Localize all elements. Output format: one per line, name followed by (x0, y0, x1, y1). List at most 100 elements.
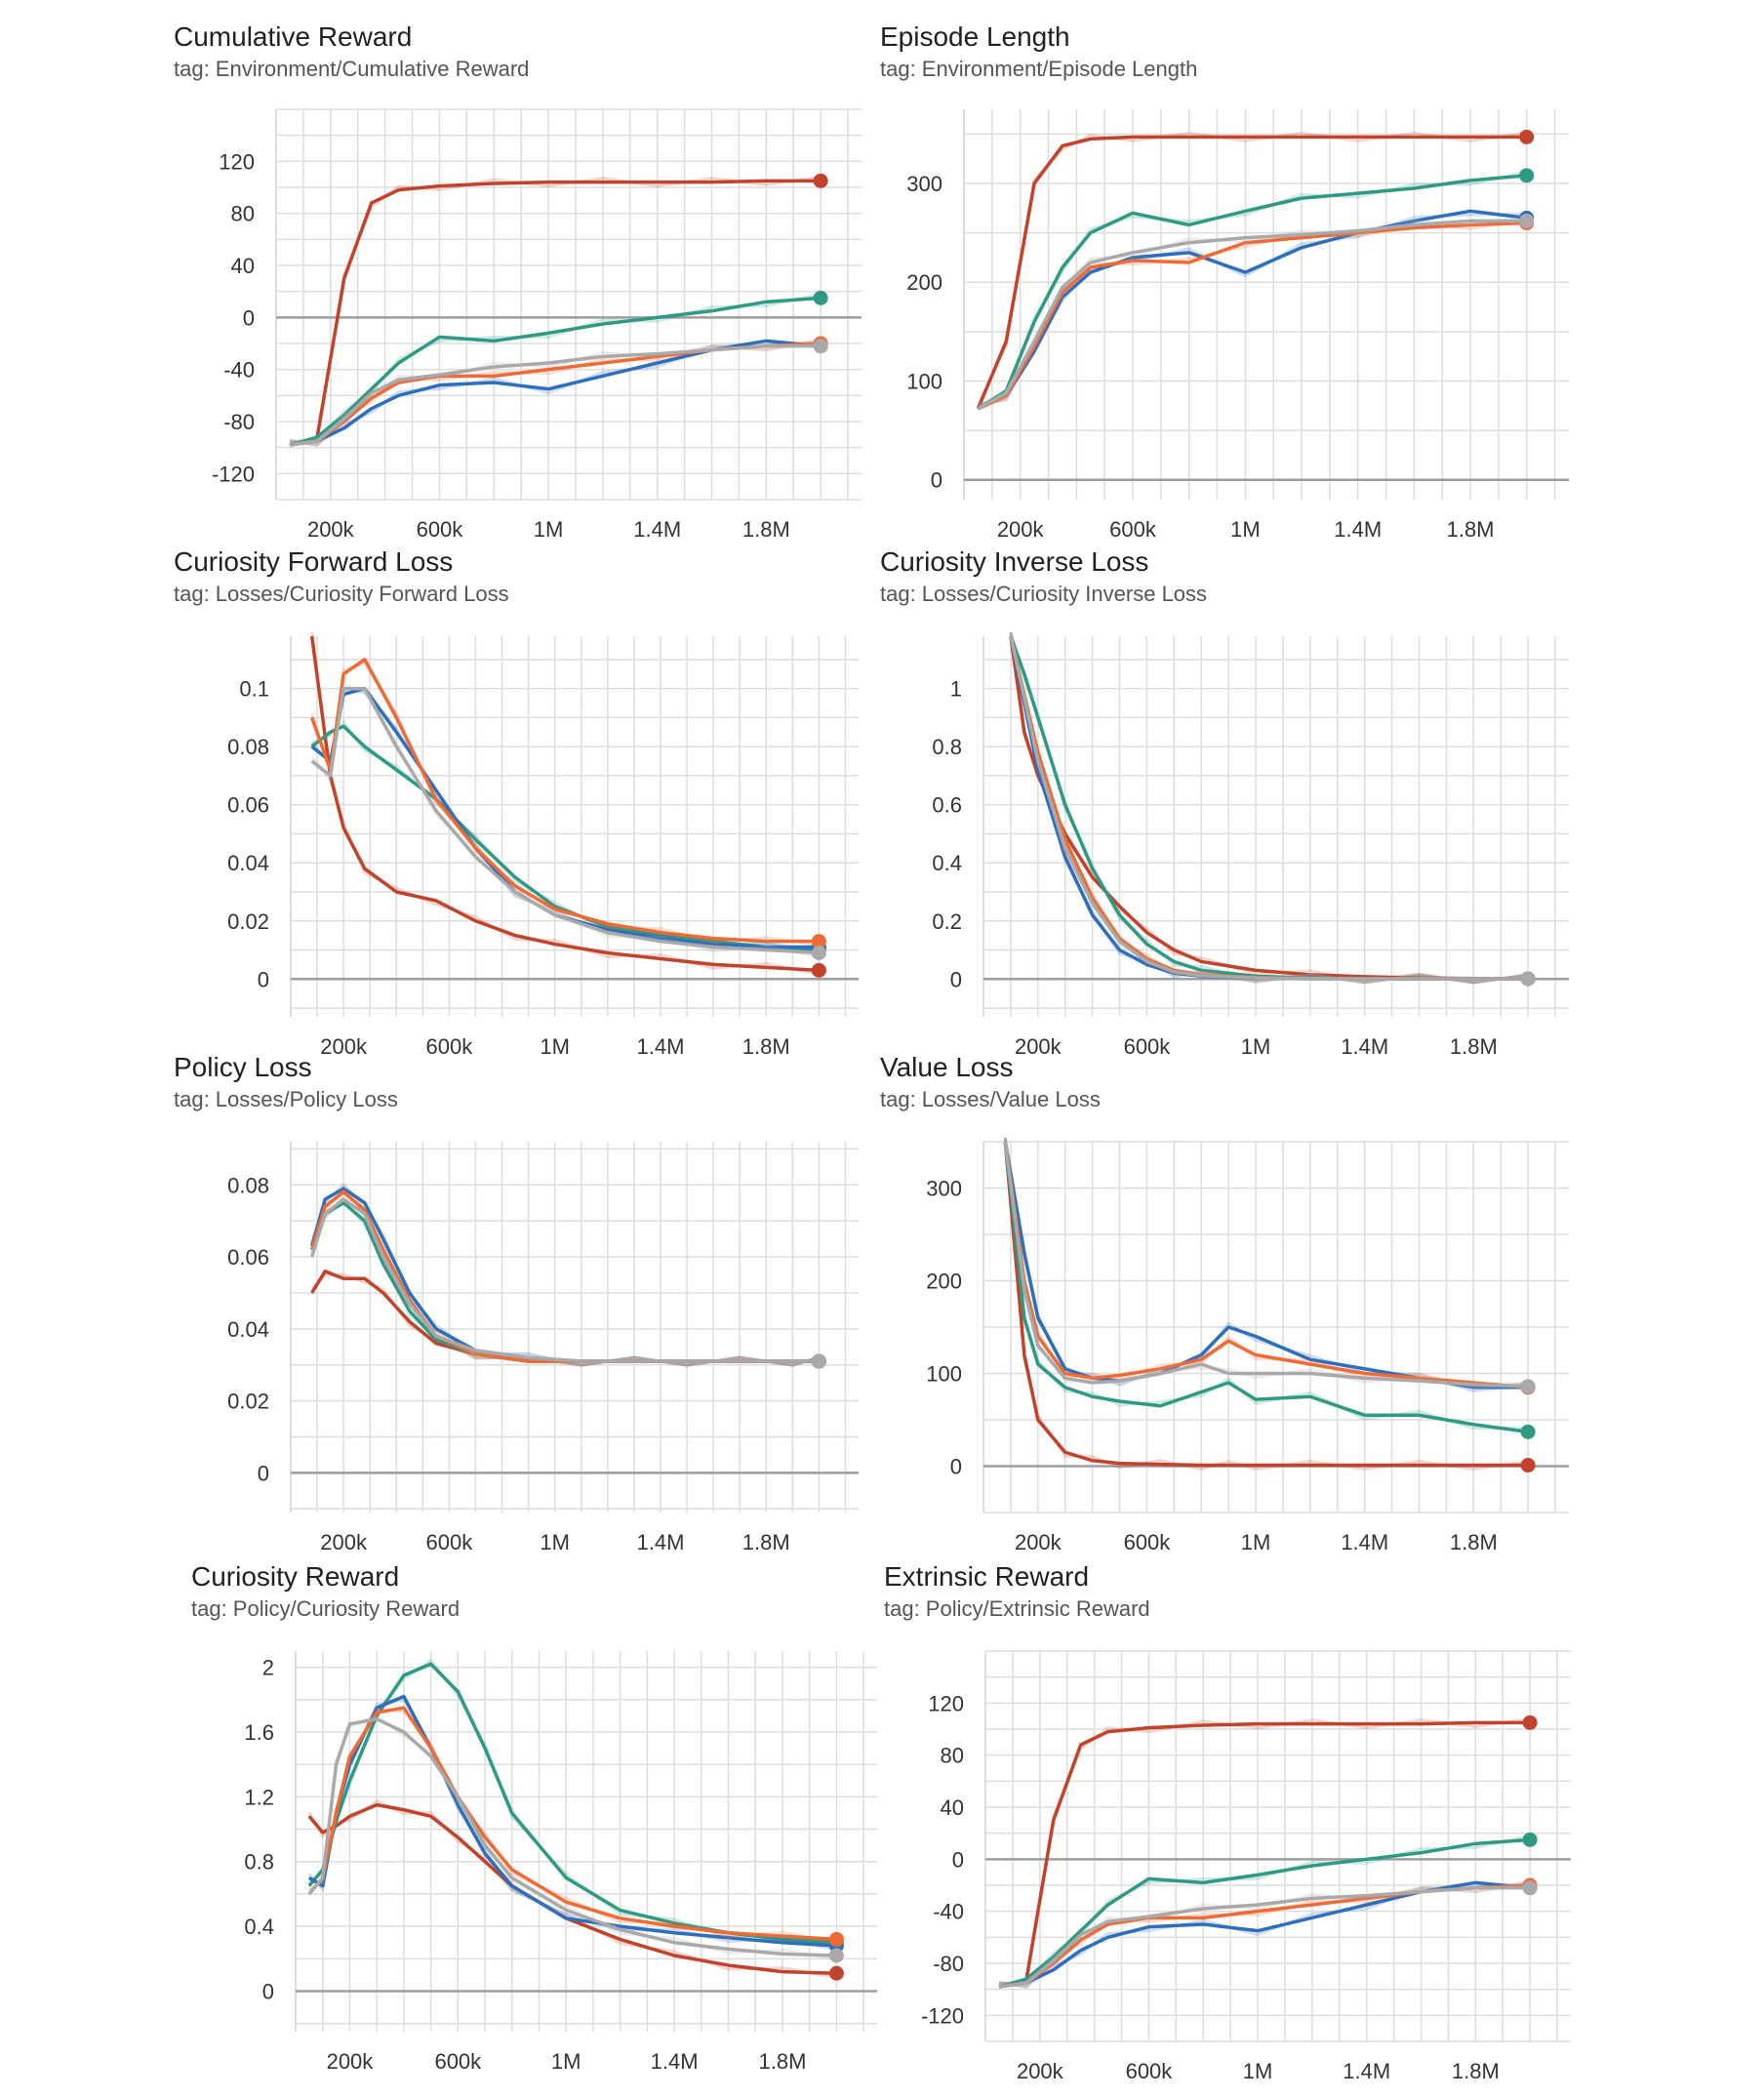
y-tick-label: 0.8 (932, 735, 962, 759)
series-line (1009, 635, 1529, 981)
grid (964, 109, 1569, 500)
y-tick-label: 40 (231, 254, 255, 278)
y-tick-label: 0.06 (227, 1245, 269, 1270)
x-tick-label: 1M (551, 2049, 581, 2074)
x-tick-label: 1.8M (742, 1530, 790, 1554)
grid (291, 636, 859, 1017)
y-tick-label: 1 (950, 677, 962, 702)
series-raw-line (289, 292, 822, 443)
series-raw-line (310, 1186, 820, 1367)
series-end-marker (813, 173, 828, 188)
x-tick-label: 1.4M (633, 517, 681, 542)
x-tick-label: 1.8M (742, 1034, 790, 1059)
chart-plot: 1 0.8 0.6 0.4 0.2 0 200k 600k 1M 1.4M 1.8M (932, 631, 1569, 1059)
series-line (289, 343, 822, 447)
series-raw-line (1003, 1137, 1529, 1389)
series-end-marker (811, 934, 826, 949)
x-tick-label: 1.4M (1334, 517, 1382, 542)
series-raw-line (308, 1713, 837, 1961)
chart-subtitle: tag: Losses/Policy Loss (174, 1087, 398, 1111)
y-tick-label: 0.04 (227, 1317, 269, 1342)
series-line (1009, 635, 1529, 981)
series-line (310, 724, 820, 952)
x-tick-label: 600k (426, 1530, 474, 1554)
series-line (289, 296, 822, 447)
x-tick-label: 1.4M (1341, 1034, 1388, 1059)
series-raw-line (310, 631, 820, 976)
series-raw-line (289, 341, 822, 447)
series-end-marker (1520, 1379, 1536, 1394)
x-tick-label: 1.4M (637, 1034, 685, 1059)
y-tick-label: 200 (926, 1270, 962, 1294)
x-tick-label: 1.4M (1341, 1530, 1388, 1554)
y-tick-label: -80 (933, 1952, 964, 1976)
series-raw-line (998, 1834, 1531, 1985)
x-tick-label: 1.8M (1452, 2059, 1500, 2083)
series-raw-line (998, 1882, 1531, 1989)
grid (983, 636, 1569, 1017)
chart-subtitle: tag: Environment/Cumulative Reward (174, 57, 530, 81)
series-raw-line (310, 1272, 820, 1367)
series-line (1009, 635, 1529, 981)
series-line (309, 1190, 820, 1363)
series-raw-line (1009, 631, 1529, 985)
y-tick-label: 100 (926, 1362, 962, 1387)
chart-subtitle: tag: Policy/Curiosity Reward (191, 1596, 461, 1621)
x-tick-label: 600k (426, 1034, 474, 1059)
series-line (307, 1706, 837, 1942)
series-line (307, 1716, 837, 1957)
x-tick-label: 1.8M (742, 517, 790, 542)
series-raw-line (1009, 631, 1529, 985)
y-tick-label: 0.08 (227, 1173, 269, 1197)
y-tick-label: 0 (950, 967, 962, 991)
y-tick-label: 1.6 (244, 1720, 274, 1745)
y-tick-label: 300 (926, 1177, 962, 1201)
series-raw-line (978, 215, 1527, 407)
series-end-marker (1522, 1832, 1538, 1847)
y-tick-label: 0.1 (239, 677, 269, 702)
y-tick-label: 1.2 (244, 1785, 274, 1809)
chart-plot: 300 200 100 0 200k 600k 1M 1.4M 1.8M (906, 109, 1569, 542)
series-end-marker (1522, 1880, 1538, 1896)
y-tick-label: 120 (219, 149, 255, 174)
series-line (1003, 1141, 1529, 1390)
grid (291, 1142, 859, 1513)
series-end-marker (1520, 971, 1536, 987)
series-raw-line (998, 1882, 1531, 1989)
series-line (998, 1837, 1531, 1989)
series-raw-line (1009, 631, 1529, 985)
x-tick-label: 200k (1015, 1034, 1062, 1059)
series-end-marker (828, 1931, 844, 1947)
x-tick-label: 1M (1243, 2059, 1273, 2083)
y-tick-label: 0 (258, 1461, 269, 1485)
chart-plot: 120 80 40 0 -40 -80 -120 200k 600k 1M 1.4M 1.8M (921, 1650, 1571, 2083)
series-line (1009, 635, 1529, 981)
series-line (310, 658, 820, 944)
x-tick-label: 1M (1241, 1530, 1271, 1554)
series-line (310, 686, 820, 955)
chart-title: Cumulative Reward (174, 21, 413, 52)
x-tick-label: 200k (307, 517, 355, 542)
chart-subtitle: tag: Losses/Value Loss (880, 1087, 1101, 1111)
series-end-marker (813, 339, 828, 354)
series-end-marker (811, 1353, 826, 1369)
series-line (976, 135, 1527, 410)
y-tick-label: -40 (933, 1900, 964, 1924)
y-tick-label: 100 (906, 369, 942, 393)
chart-plot: 0.08 0.06 0.04 0.02 0 200k 600k 1M 1.4M 1.8M (227, 1142, 859, 1554)
series-line (309, 635, 820, 973)
x-tick-label: 1M (540, 1034, 570, 1059)
series-end-marker (811, 962, 826, 978)
series-line (998, 1885, 1531, 1989)
y-tick-label: 0.04 (227, 851, 269, 875)
y-tick-label: 0.06 (227, 793, 269, 818)
y-tick-label: 0.6 (932, 793, 962, 818)
y-tick-label: 120 (928, 1691, 964, 1715)
chart-subtitle: tag: Environment/Episode Length (880, 57, 1198, 81)
x-tick-label: 200k (320, 1530, 368, 1554)
x-tick-label: 1M (1230, 517, 1261, 542)
chart-subtitle: tag: Policy/Extrinsic Reward (884, 1596, 1150, 1621)
y-tick-label: 0 (950, 1455, 962, 1479)
y-tick-label: 0.2 (932, 909, 962, 934)
series-line (310, 686, 820, 949)
